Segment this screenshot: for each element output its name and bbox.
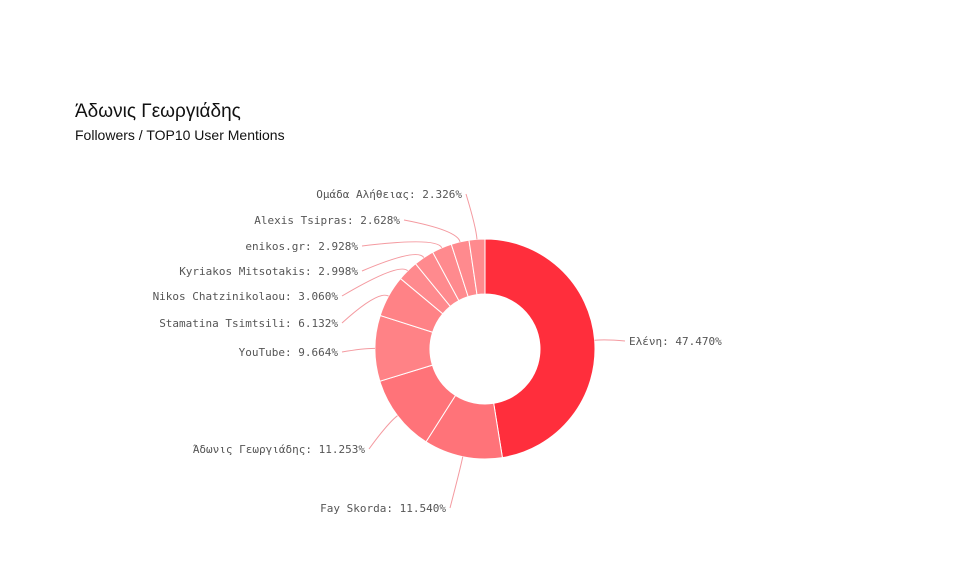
slice-label: YouTube: 9.664% [239,346,339,359]
leader-line [465,193,478,240]
leader-line [341,268,409,297]
chart-title: Άδωνις Γεωργιάδης [75,101,241,122]
chart-subtitle: Followers / TOP10 User Mentions [75,127,285,143]
leader-line [361,241,443,249]
slice-label: Stamatina Tsimtsili: 6.132% [159,317,338,330]
slice-label: Ελένη: 47.470% [629,335,722,348]
slice-label: Ομάδα Αλήθειας: 2.326% [316,188,462,201]
slice-label: Kyriakos Mitsotakis: 2.998% [179,265,358,278]
slice-label: Fay Skorda: 11.540% [320,502,446,515]
slice-label: Alexis Tsipras: 2.628% [254,214,400,227]
slice-label: enikos.gr: 2.928% [245,240,358,253]
donut-slice[interactable] [484,238,596,459]
leader-line [368,415,398,450]
leader-line [341,347,376,353]
leader-line [449,456,464,509]
leader-line [361,254,425,272]
slice-label: Άδωνις Γεωργιάδης: 11.253% [193,443,366,456]
donut-slice[interactable] [468,238,486,296]
leader-line [594,339,626,342]
leader-line [403,219,461,243]
leader-line [341,294,389,324]
slice-label: Nikos Chatzinikolaou: 3.060% [153,290,339,303]
